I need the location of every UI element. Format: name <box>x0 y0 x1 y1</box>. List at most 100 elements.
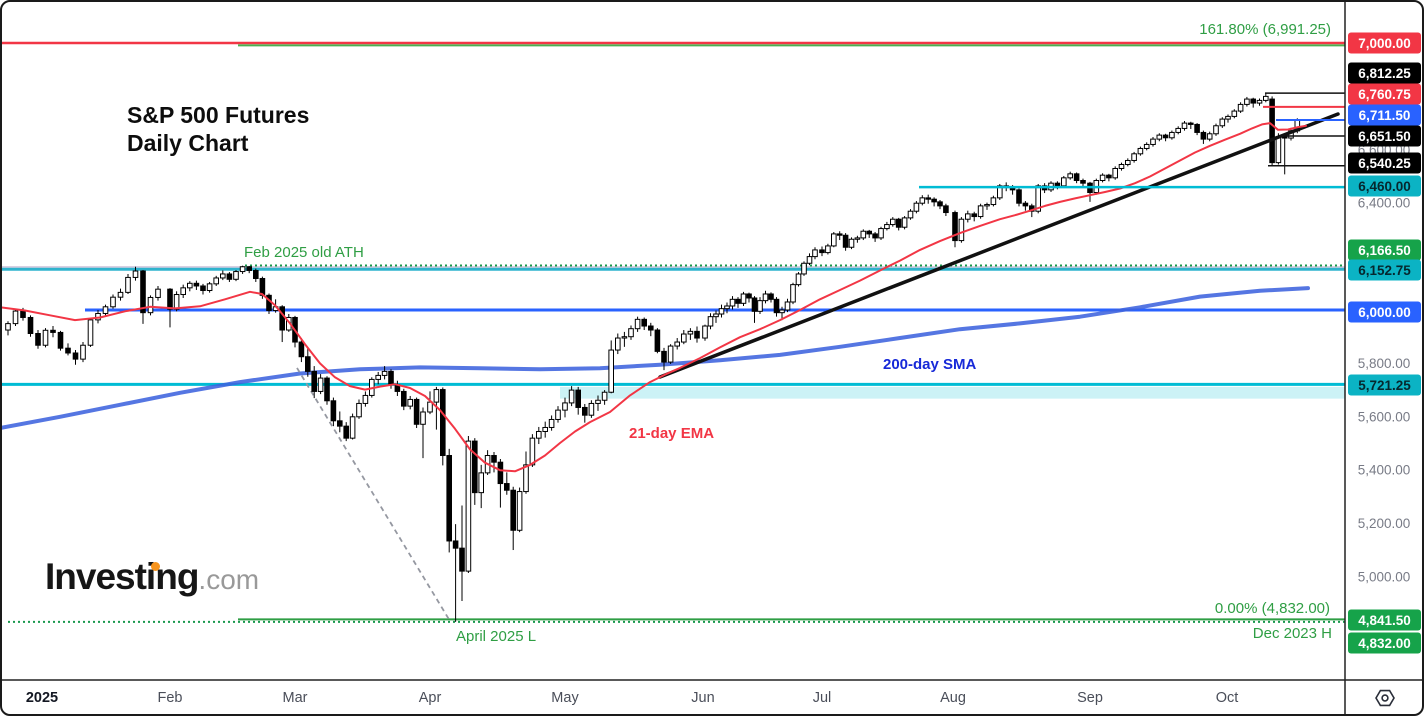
candle[interactable] <box>1073 172 1080 184</box>
candle[interactable] <box>1080 178 1086 187</box>
candle[interactable] <box>35 330 41 349</box>
candle[interactable] <box>65 343 71 356</box>
candle[interactable] <box>878 226 884 241</box>
candle[interactable] <box>298 338 305 363</box>
candle[interactable] <box>381 366 388 380</box>
ema-21-line[interactable] <box>0 122 1307 473</box>
candle[interactable] <box>1061 175 1067 188</box>
candle[interactable] <box>801 261 807 276</box>
candle[interactable] <box>529 434 536 467</box>
candle[interactable] <box>504 472 510 495</box>
candle[interactable] <box>674 338 681 350</box>
candle[interactable] <box>890 217 896 227</box>
candle[interactable] <box>952 210 958 248</box>
candle[interactable] <box>523 451 529 494</box>
candle[interactable] <box>266 293 272 315</box>
candle[interactable] <box>1250 97 1257 108</box>
candle[interactable] <box>1087 181 1093 202</box>
candle[interactable] <box>854 235 861 243</box>
candle[interactable] <box>516 487 523 533</box>
candle[interactable] <box>1131 151 1137 163</box>
candle[interactable] <box>102 304 109 317</box>
candle[interactable] <box>1143 142 1150 151</box>
candle[interactable] <box>427 391 433 415</box>
candlestick-series[interactable] <box>5 93 1301 622</box>
candle[interactable] <box>1016 188 1022 207</box>
candle[interactable] <box>965 210 971 223</box>
candle[interactable] <box>768 292 774 303</box>
time-axis[interactable]: 2025 Feb Mar Apr May Jun Jul Aug Sep Oct <box>26 690 1238 706</box>
crash-projection-dashed[interactable] <box>296 367 451 622</box>
candle[interactable] <box>330 397 337 427</box>
candle[interactable] <box>1169 130 1175 140</box>
candle[interactable] <box>472 438 478 505</box>
candle[interactable] <box>42 328 49 348</box>
candle[interactable] <box>226 272 233 282</box>
candle[interactable] <box>147 295 154 316</box>
candle[interactable] <box>1244 96 1250 107</box>
candle[interactable] <box>1137 146 1144 156</box>
candle[interactable] <box>654 328 661 354</box>
candle[interactable] <box>343 422 349 442</box>
candle[interactable] <box>420 407 426 459</box>
candle[interactable] <box>884 221 890 231</box>
candle[interactable] <box>459 505 465 602</box>
candle[interactable] <box>661 347 667 371</box>
candle[interactable] <box>1231 109 1238 119</box>
candle[interactable] <box>5 321 11 336</box>
candle[interactable] <box>200 283 206 295</box>
candle[interactable] <box>648 322 654 337</box>
candle[interactable] <box>548 415 555 431</box>
candle[interactable] <box>125 273 131 294</box>
candle[interactable] <box>773 297 780 317</box>
candle[interactable] <box>831 232 837 248</box>
candle[interactable] <box>595 395 601 411</box>
candle[interactable] <box>779 306 785 321</box>
candle[interactable] <box>180 284 186 298</box>
candle[interactable] <box>110 294 116 309</box>
candle[interactable] <box>1099 173 1106 183</box>
candle[interactable] <box>187 281 193 292</box>
crash-projection-dashed[interactable] <box>296 367 451 622</box>
candle[interactable] <box>72 350 79 365</box>
candle[interactable] <box>1281 134 1288 175</box>
candle[interactable] <box>729 296 736 310</box>
candle[interactable] <box>615 333 621 355</box>
candle[interactable] <box>1225 114 1231 123</box>
candle[interactable] <box>784 298 791 313</box>
candle[interactable] <box>1237 102 1244 113</box>
rising-trendline[interactable] <box>658 112 1340 379</box>
candle[interactable] <box>842 233 849 251</box>
candle[interactable] <box>971 211 978 222</box>
candle[interactable] <box>206 281 213 293</box>
candle[interactable] <box>497 458 504 508</box>
candle[interactable] <box>317 374 324 395</box>
candle[interactable] <box>356 399 362 419</box>
candle[interactable] <box>246 265 252 274</box>
candle[interactable] <box>349 413 356 440</box>
candle[interactable] <box>57 330 64 351</box>
candle[interactable] <box>337 411 343 433</box>
candle[interactable] <box>1162 133 1169 142</box>
candle[interactable] <box>452 524 459 622</box>
candle[interactable] <box>239 265 246 274</box>
candle[interactable] <box>795 272 802 287</box>
candle[interactable] <box>155 285 161 301</box>
candle[interactable] <box>1181 120 1188 131</box>
candle[interactable] <box>193 280 200 290</box>
candle[interactable] <box>825 243 831 255</box>
candle[interactable] <box>990 195 997 207</box>
candle[interactable] <box>117 288 124 301</box>
candle[interactable] <box>1156 133 1163 142</box>
candle[interactable] <box>12 308 19 327</box>
candle[interactable] <box>806 253 813 266</box>
candle[interactable] <box>925 194 932 204</box>
price-axis[interactable]: 6,600.006,400.005,800.005,600.005,400.00… <box>1358 142 1411 584</box>
candle[interactable] <box>641 317 648 331</box>
candle[interactable] <box>751 296 758 323</box>
candle[interactable] <box>931 197 937 207</box>
candle[interactable] <box>575 386 582 415</box>
candle[interactable] <box>536 426 542 445</box>
candle[interactable] <box>1263 93 1269 103</box>
candle[interactable] <box>213 275 219 286</box>
